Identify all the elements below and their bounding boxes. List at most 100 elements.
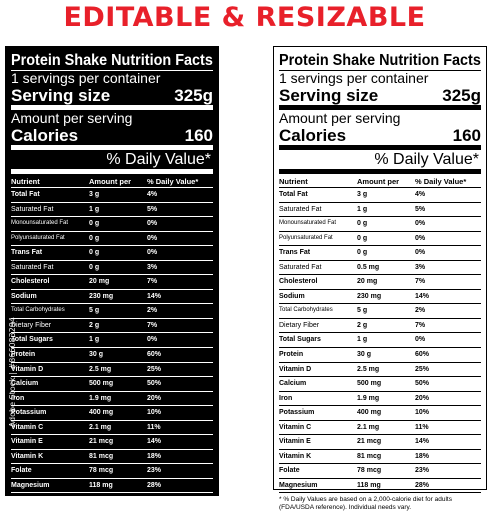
nutrient-name: Monounsaturated Fat xyxy=(11,220,69,227)
nutrient-amount: 5 g xyxy=(357,307,368,315)
nutrient-amount: 500 mg xyxy=(357,380,382,388)
nutrient-daily-value: 11% xyxy=(415,423,429,431)
nutrient-amount: 230 mg xyxy=(89,292,114,300)
thick-divider xyxy=(11,105,213,110)
amount-per-serving: Amount per serving xyxy=(11,110,133,126)
col-nutrient: Nutrient xyxy=(11,177,40,186)
nutrient-amount: 21 mcg xyxy=(89,438,114,446)
nutrient-row: Total Fat 3 g 4% xyxy=(279,188,481,203)
nutrient-amount: 2.5 mg xyxy=(89,365,112,373)
nutrient-amount: 2 g xyxy=(357,321,368,329)
footnote: * % Daily Values are based on a 2,000-ca… xyxy=(279,496,452,512)
nutrient-row: Saturated Fat 0.5 mg 3% xyxy=(279,261,481,276)
nutrient-name: Trans Fat xyxy=(11,249,43,257)
nutrition-label-light: Protein Shake Nutrition Facts 1 servings… xyxy=(273,46,487,511)
nutrient-row: Vitamin K 81 mcg 18% xyxy=(11,450,213,465)
nutrient-amount: 2.5 mg xyxy=(357,365,380,373)
nutrient-row: Sodium 230 mg 14% xyxy=(11,290,213,305)
nutrient-row: Vitamin D 2.5 mg 25% xyxy=(279,363,481,378)
nutrient-row: Iron 1.9 mg 20% xyxy=(11,392,213,407)
calories-value: 160 xyxy=(452,126,481,145)
nutrient-amount: 1 g xyxy=(89,336,100,344)
nutrient-row: Calcium 500 mg 50% xyxy=(11,377,213,392)
nutrient-daily-value: 0% xyxy=(147,336,158,344)
nutrient-name: Folate xyxy=(279,467,300,475)
nutrient-name: Calcium xyxy=(11,380,39,388)
nutrient-row: Cholesterol 20 mg 7% xyxy=(279,275,481,290)
nutrient-row: Dietary Fiber 2 g 7% xyxy=(279,319,481,334)
nutrient-daily-value: 0% xyxy=(147,234,158,242)
nutrient-amount: 81 mcg xyxy=(89,452,114,460)
column-header: Nutrient Amount per % Daily Value* xyxy=(11,174,213,187)
calories-value: 160 xyxy=(184,126,213,145)
col-daily-value: % Daily Value* xyxy=(147,177,199,186)
calories-label: Calories xyxy=(279,126,347,145)
nutrient-daily-value: 4% xyxy=(415,191,426,198)
nutrient-row: Saturated Fat 1 g 5% xyxy=(279,203,481,218)
nutrient-name: Dietary Fiber xyxy=(11,321,52,329)
nutrient-row: Trans Fat 0 g 0% xyxy=(279,246,481,261)
nutrient-amount: 0 g xyxy=(89,234,100,242)
nutrient-row: Vitamin C 2.1 mg 11% xyxy=(279,421,481,436)
nutrient-amount: 400 mg xyxy=(357,409,382,417)
nutrient-amount: 230 mg xyxy=(357,292,382,300)
nutrient-daily-value: 7% xyxy=(147,321,158,329)
nutrient-daily-value: 2% xyxy=(147,307,158,315)
nutrient-amount: 20 mg xyxy=(357,278,378,286)
nutrient-amount: 78 mcg xyxy=(89,467,114,475)
nutrient-name: Monounsaturated Fat xyxy=(279,220,337,227)
nutrient-name: Total Fat xyxy=(11,191,40,198)
nutrient-amount: 30 g xyxy=(357,351,372,359)
nutrient-amount: 1.9 mg xyxy=(89,394,112,402)
nutrient-name: Vitamin D xyxy=(279,365,312,373)
nutrient-amount: 2 g xyxy=(89,321,100,329)
nutrient-table: Total Fat 3 g 4% Saturated Fat 1 g 5% Monounsa… xyxy=(11,188,213,494)
amount-per-serving: Amount per serving xyxy=(279,110,401,126)
nutrient-daily-value: 10% xyxy=(415,409,430,417)
nutrient-amount: 118 mg xyxy=(357,481,381,489)
col-amount: Amount per xyxy=(357,177,400,186)
nutrient-row: Trans Fat 0 g 0% xyxy=(11,246,213,261)
nutrient-amount: 0 g xyxy=(89,220,100,228)
nutrient-daily-value: 0% xyxy=(147,220,158,228)
serving-size-row: Serving size 325g xyxy=(279,86,481,105)
nutrient-name: Folate xyxy=(11,467,32,475)
nutrient-name: Saturated Fat xyxy=(279,205,322,213)
nutrient-daily-value: 20% xyxy=(415,394,430,402)
nutrient-name: Cholesterol xyxy=(279,278,318,286)
nutrient-row: Folate 78 mcg 23% xyxy=(279,464,481,479)
nutrient-daily-value: 60% xyxy=(415,351,430,359)
nutrient-name: Saturated Fat xyxy=(11,263,54,271)
nutrient-name: Potassium xyxy=(279,409,315,417)
nutrient-row: Calcium 500 mg 50% xyxy=(279,377,481,392)
nutrient-row: Folate 78 mcg 23% xyxy=(11,464,213,479)
nutrient-daily-value: 14% xyxy=(415,292,430,300)
nutrient-name: Iron xyxy=(11,394,25,402)
nutrient-row: Saturated Fat 1 g 5% xyxy=(11,203,213,218)
calories-row: Calories 160 xyxy=(11,126,213,145)
nutrient-daily-value: 18% xyxy=(147,452,162,460)
nutrient-amount: 0 g xyxy=(89,263,100,271)
calories-row: Calories 160 xyxy=(279,126,481,145)
serving-size-label: Serving size xyxy=(11,86,111,105)
nutrient-row: Protein 30 g 60% xyxy=(279,348,481,363)
nutrient-amount: 20 mg xyxy=(89,278,110,286)
servings-per-container: 1 servings per container xyxy=(279,70,429,86)
nutrient-amount: 30 g xyxy=(89,351,104,359)
divider xyxy=(279,70,481,71)
nutrient-row: Potassium 400 mg 10% xyxy=(279,406,481,421)
nutrient-name: Sodium xyxy=(11,292,37,300)
nutrient-name: Polyunsaturated Fat xyxy=(11,234,65,241)
nutrient-amount: 1.9 mg xyxy=(357,394,380,402)
nutrient-row: Vitamin K 81 mcg 18% xyxy=(279,450,481,465)
nutrient-amount: 78 mcg xyxy=(357,467,382,475)
nutrient-amount: 21 mcg xyxy=(357,438,382,446)
nutrient-daily-value: 23% xyxy=(147,467,162,475)
nutrient-daily-value: 25% xyxy=(415,365,430,373)
column-header: Nutrient Amount per % Daily Value* xyxy=(279,174,481,187)
nutrient-row: Vitamin E 21 mcg 14% xyxy=(11,435,213,450)
nutrient-daily-value: 3% xyxy=(147,263,158,271)
serving-size-value: 325g xyxy=(174,86,213,105)
thick-divider xyxy=(11,145,213,150)
nutrient-daily-value: 3% xyxy=(415,263,426,271)
